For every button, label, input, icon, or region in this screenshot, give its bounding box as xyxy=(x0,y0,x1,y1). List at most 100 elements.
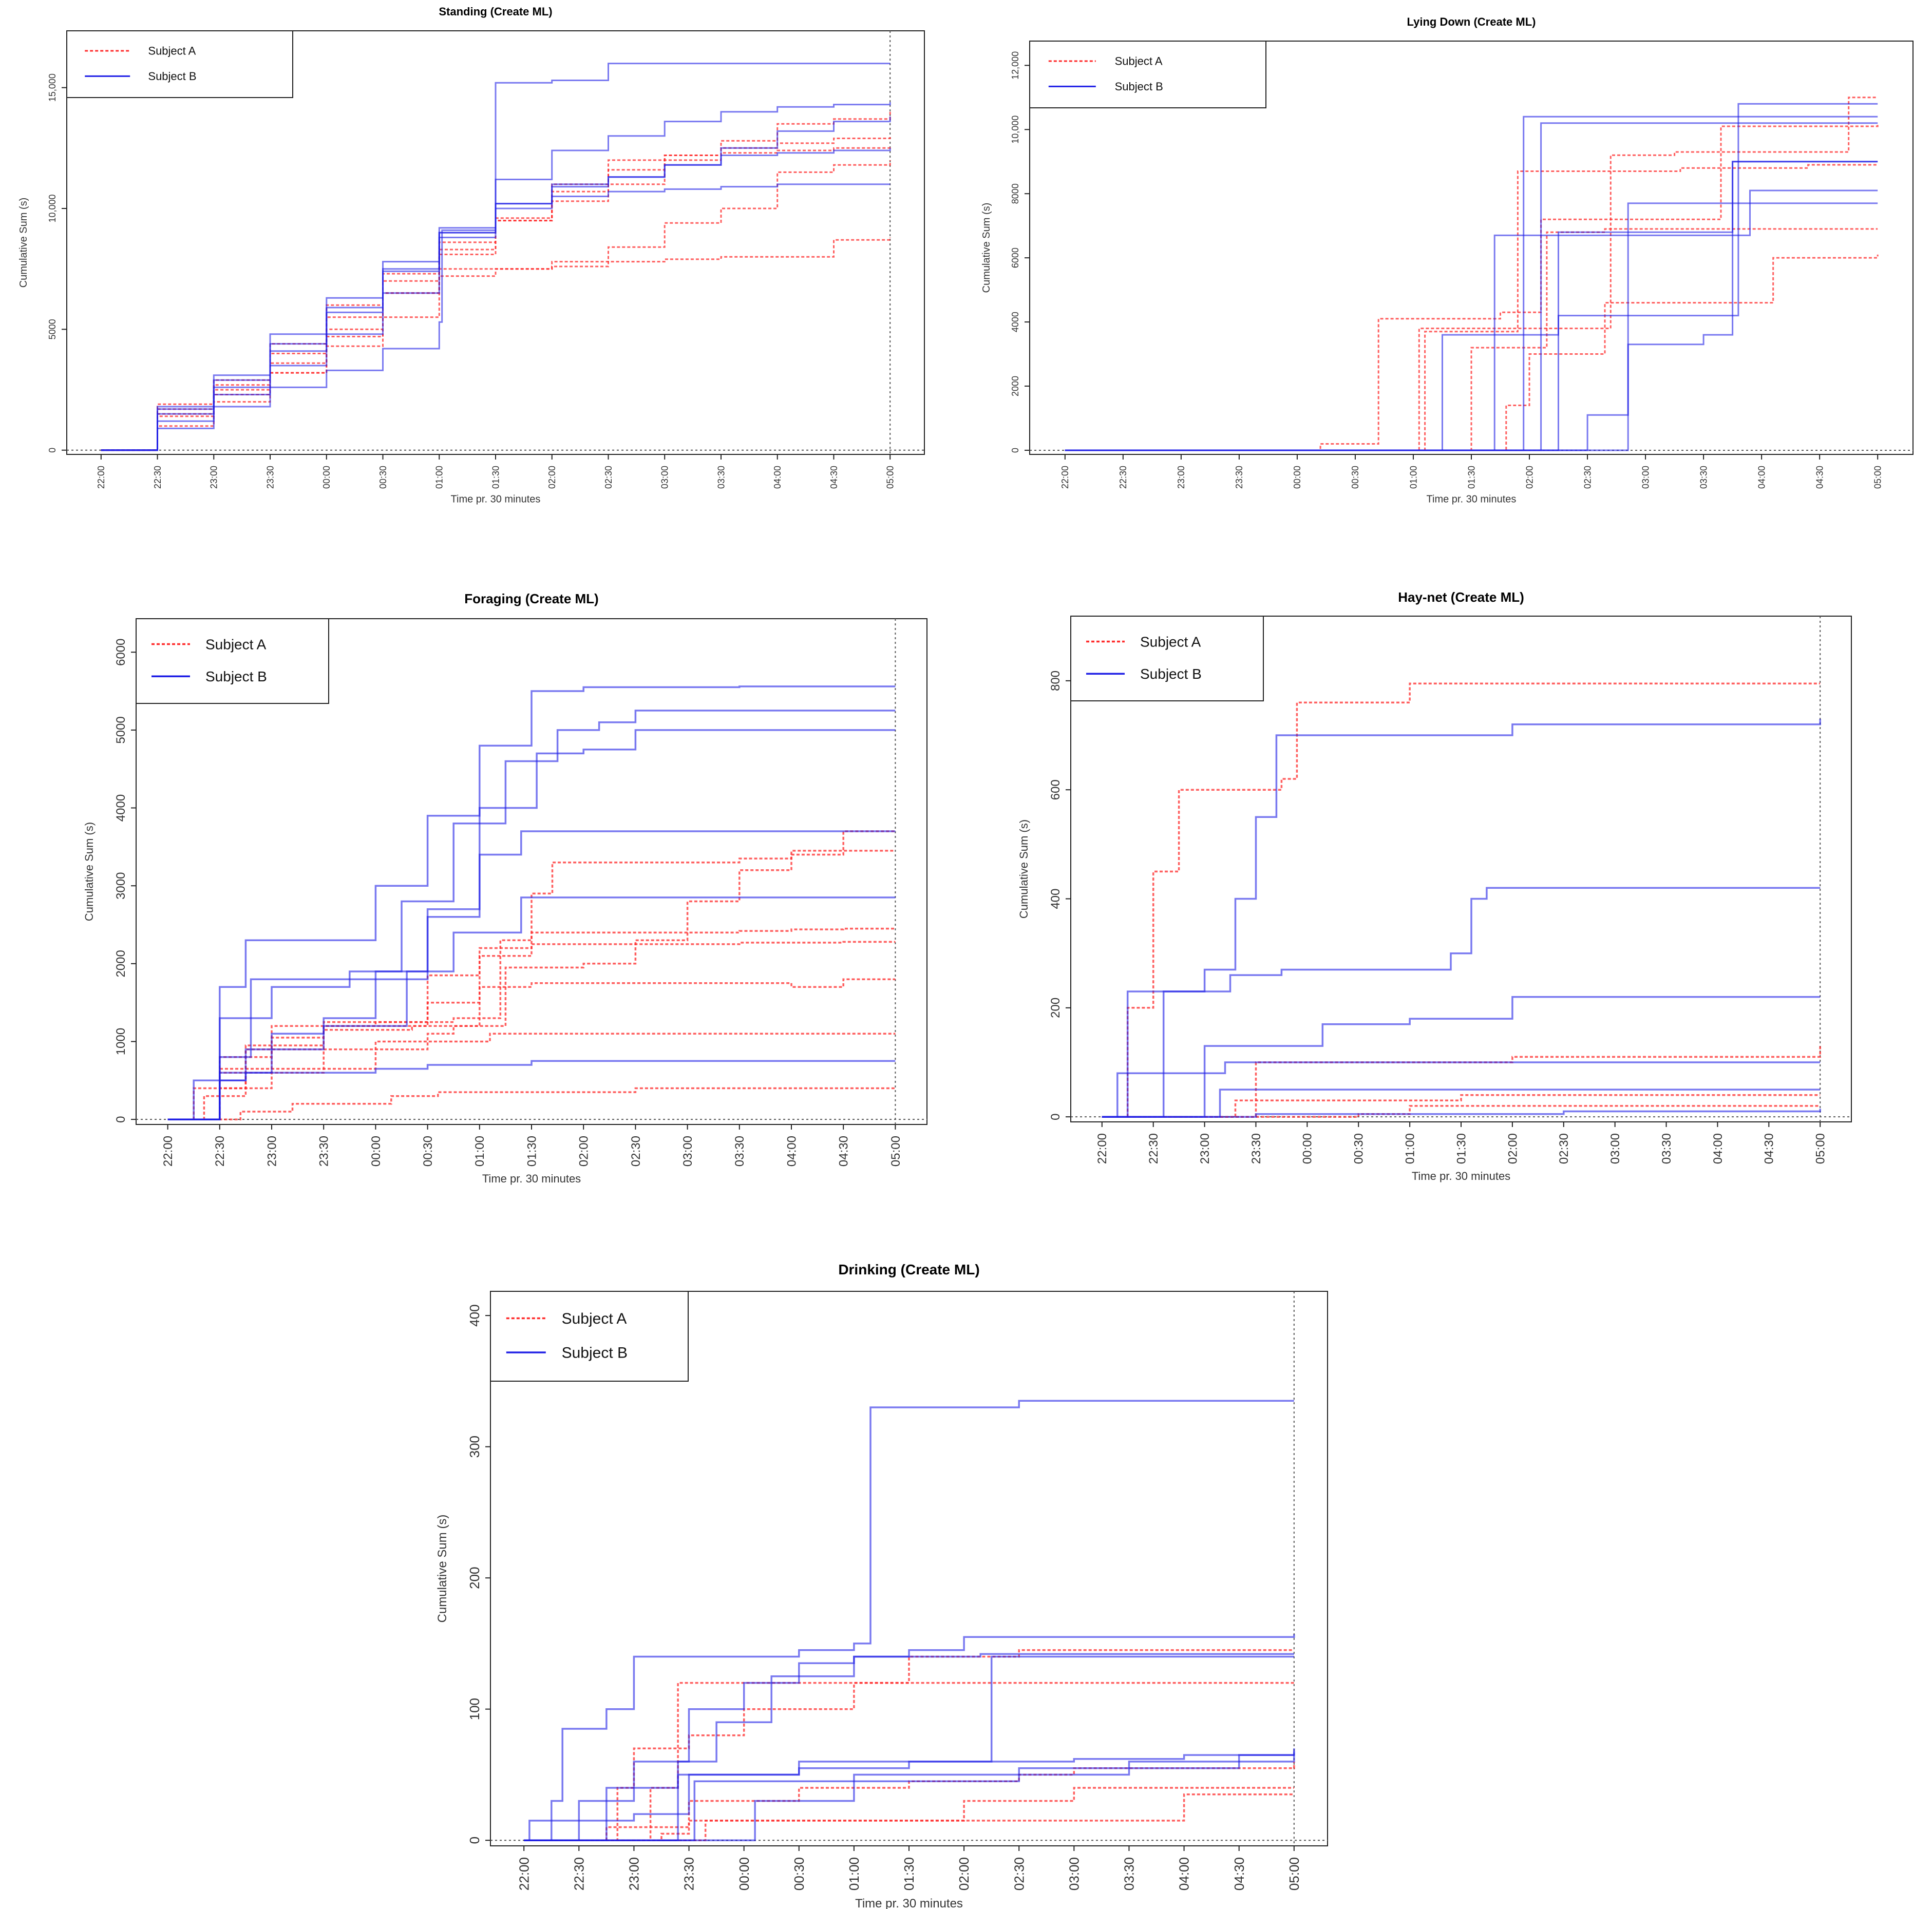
standing-title: Standing (Create ML) xyxy=(439,5,552,18)
drinking-xtick-label: 02:00 xyxy=(956,1857,972,1891)
drinking-ytick-label: 400 xyxy=(467,1304,482,1326)
lying-xtick-label: 03:30 xyxy=(1698,466,1709,489)
drinking-ytick-label: 0 xyxy=(467,1837,482,1844)
lying-xtick-label: 01:00 xyxy=(1408,466,1418,489)
foraging-xtick-label: 03:00 xyxy=(681,1136,695,1167)
standing-legend-box xyxy=(66,30,293,98)
haynet-ytick-label: 800 xyxy=(1049,671,1063,691)
haynet-xtick-label: 05:00 xyxy=(1814,1133,1828,1164)
foraging-xtick-label: 22:30 xyxy=(213,1136,227,1167)
foraging-xtick-label: 04:00 xyxy=(785,1136,799,1167)
foraging-xtick-label: 01:00 xyxy=(473,1136,487,1167)
drinking-legend-label: Subject A xyxy=(562,1310,627,1327)
drinking-legend-box xyxy=(490,1291,689,1382)
lying-series-subject-b xyxy=(1065,122,1878,451)
haynet-series-subject-b xyxy=(1102,1109,1821,1118)
foraging-xtick-label: 04:30 xyxy=(837,1136,851,1167)
lying-ylabel: Cumulative Sum (s) xyxy=(981,203,992,293)
lying-ytick-label: 10,000 xyxy=(1010,116,1020,144)
haynet-series-subject-b xyxy=(1102,887,1821,1118)
foraging-xtick-label: 05:00 xyxy=(889,1136,903,1167)
standing-xlabel: Time pr. 30 minutes xyxy=(451,493,541,505)
standing-ylabel: Cumulative Sum (s) xyxy=(18,198,29,288)
lying-series-subject-a xyxy=(1065,123,1879,451)
drinking-xtick-label: 02:30 xyxy=(1011,1857,1027,1891)
foraging-series-subject-b xyxy=(167,1060,896,1120)
haynet-ytick-label: 200 xyxy=(1049,998,1063,1018)
lying-xtick-label: 05:00 xyxy=(1873,466,1883,489)
haynet-xtick-label: 03:00 xyxy=(1608,1133,1622,1164)
foraging-legend-box xyxy=(136,618,329,704)
drinking-series-subject-b xyxy=(524,1653,1294,1841)
lying-series-subject-a xyxy=(1065,254,1879,451)
haynet-legend-box xyxy=(1070,616,1264,701)
lying-ytick-label: 6000 xyxy=(1010,247,1020,268)
standing-xtick-label: 04:30 xyxy=(829,466,839,489)
foraging-series-subject-b xyxy=(167,729,896,1120)
standing-ytick-label: 5000 xyxy=(47,319,58,339)
drinking-legend-label: Subject B xyxy=(562,1345,628,1362)
haynet-legend-label: Subject A xyxy=(1140,634,1201,650)
drinking-series-subject-b xyxy=(524,1751,1295,1841)
lying-title: Lying Down (Create ML) xyxy=(1407,15,1536,28)
foraging-ylabel: Cumulative Sum (s) xyxy=(83,822,96,921)
lying-xtick-label: 23:30 xyxy=(1234,466,1244,489)
lying-series-subject-b xyxy=(1065,189,1878,451)
haynet-xtick-label: 04:00 xyxy=(1711,1133,1725,1164)
lying-ytick-label: 0 xyxy=(1010,448,1020,453)
standing-legend-label: Subject A xyxy=(148,45,196,58)
standing-xtick-label: 22:00 xyxy=(96,466,106,489)
haynet-ytick-label: 400 xyxy=(1049,888,1063,909)
haynet-series-subject-b xyxy=(1102,1089,1821,1118)
haynet-xtick-label: 00:30 xyxy=(1352,1133,1366,1164)
drinking-series-subject-b xyxy=(524,1400,1294,1841)
haynet-xtick-label: 01:00 xyxy=(1404,1133,1417,1164)
haynet-xtick-label: 22:00 xyxy=(1095,1133,1109,1164)
standing-xtick-label: 23:00 xyxy=(209,466,219,489)
drinking-ytick-label: 100 xyxy=(467,1698,482,1720)
drinking-xtick-label: 23:30 xyxy=(681,1857,697,1891)
lying-xtick-label: 01:30 xyxy=(1466,466,1476,489)
foraging-ytick-label: 2000 xyxy=(114,950,128,977)
foraging-ytick-label: 6000 xyxy=(114,639,128,666)
lying-xtick-label: 00:00 xyxy=(1292,466,1302,489)
drinking-xtick-label: 04:00 xyxy=(1177,1857,1192,1891)
standing-ytick-label: 15,000 xyxy=(47,73,58,102)
haynet-xlabel: Time pr. 30 minutes xyxy=(1412,1170,1510,1182)
foraging-series-subject-a xyxy=(167,1033,896,1120)
lying-series-subject-a xyxy=(1065,164,1878,451)
foraging-legend-label: Subject B xyxy=(205,669,267,684)
foraging-ytick-label: 0 xyxy=(114,1116,128,1122)
haynet-xtick-label: 02:00 xyxy=(1506,1133,1520,1164)
drinking-series-subject-b xyxy=(524,1634,1295,1841)
drinking-series-subject-b xyxy=(524,1748,1295,1841)
drinking-xtick-label: 00:00 xyxy=(736,1857,752,1891)
drinking-xtick-label: 01:00 xyxy=(846,1857,862,1891)
drinking-series-subject-a xyxy=(524,1649,1294,1841)
drinking-xtick-label: 22:00 xyxy=(516,1857,532,1891)
lying-xtick-label: 04:30 xyxy=(1814,466,1825,489)
haynet-xtick-label: 22:30 xyxy=(1147,1133,1161,1164)
standing-xtick-label: 23:30 xyxy=(265,466,275,489)
lying-xlabel: Time pr. 30 minutes xyxy=(1427,493,1517,505)
haynet-xtick-label: 23:30 xyxy=(1249,1133,1263,1164)
lying-legend-box xyxy=(1029,41,1266,108)
standing-xtick-label: 03:30 xyxy=(716,466,726,489)
foraging-legend-label: Subject A xyxy=(205,636,267,652)
haynet-ylabel: Cumulative Sum (s) xyxy=(1017,819,1030,919)
foraging-xtick-label: 23:00 xyxy=(265,1136,279,1167)
haynet-xtick-label: 23:00 xyxy=(1198,1133,1212,1164)
foraging-series-subject-b xyxy=(167,710,896,1120)
standing-xtick-label: 00:30 xyxy=(378,466,388,489)
lying-legend-label: Subject A xyxy=(1115,55,1163,68)
standing-ytick-label: 0 xyxy=(47,448,58,453)
haynet-xtick-label: 04:30 xyxy=(1763,1133,1776,1164)
haynet-series-subject-a xyxy=(1102,682,1821,1118)
foraging-xtick-label: 01:30 xyxy=(525,1136,539,1167)
drinking-title: Drinking (Create ML) xyxy=(838,1262,979,1277)
lying-xtick-label: 22:30 xyxy=(1118,466,1128,489)
standing-xtick-label: 04:00 xyxy=(772,466,783,489)
foraging-series-subject-b xyxy=(167,830,896,1120)
haynet-series-subject-b xyxy=(1102,719,1821,1118)
haynet-xtick-label: 03:30 xyxy=(1660,1133,1674,1164)
